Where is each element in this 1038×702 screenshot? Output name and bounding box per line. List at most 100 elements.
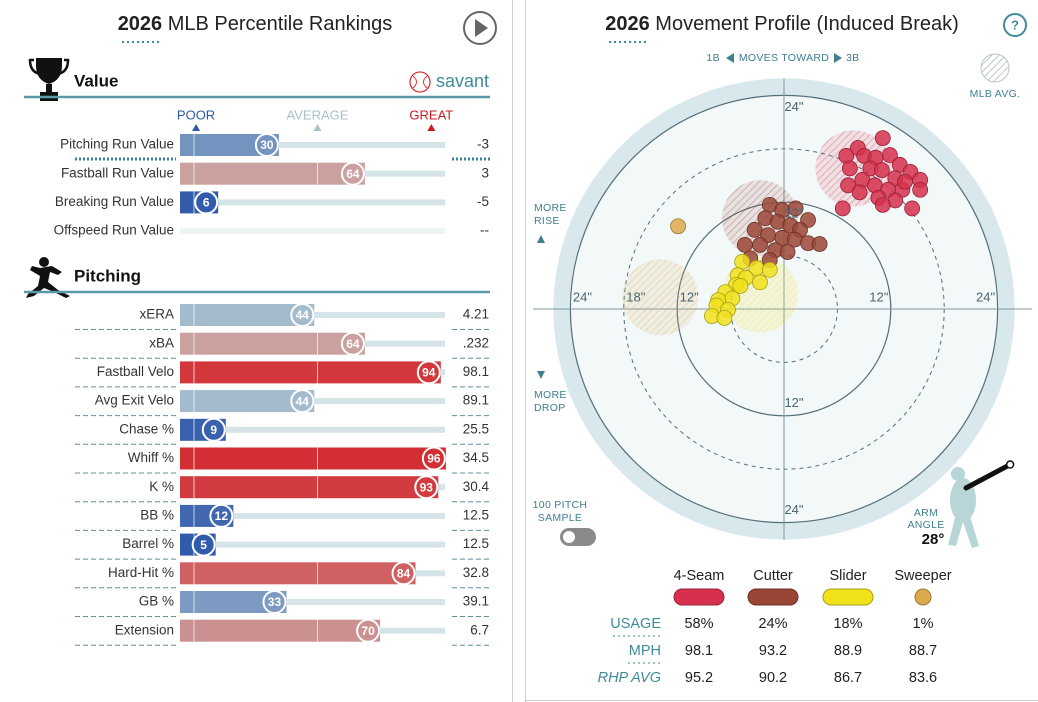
percentile-label: 30 <box>260 138 274 152</box>
pitch-rhp-avg: 83.6 <box>909 670 937 686</box>
arm-figure <box>950 478 976 522</box>
direction-label: 1B <box>707 52 720 64</box>
rise-arrow <box>537 235 545 243</box>
metric-label: Barrel % <box>122 536 174 551</box>
percentile-bar <box>180 134 279 156</box>
metric-value: 4.21 <box>463 307 489 322</box>
legend-label: MLB AVG. <box>970 88 1021 100</box>
percentile-bar <box>180 562 416 585</box>
metric-label: xBA <box>149 335 174 350</box>
pitch-point <box>874 162 890 179</box>
arm-angle-title: ANGLE <box>907 519 944 531</box>
percentile-label: 96 <box>427 452 441 466</box>
percentile-label: 70 <box>361 624 375 638</box>
percentile-bar <box>180 619 381 642</box>
percentile-track <box>180 199 445 206</box>
pitcher-icon <box>26 257 70 298</box>
row-label: USAGE <box>610 616 661 632</box>
toggle-knob[interactable] <box>563 531 575 543</box>
metric-value: 98.1 <box>463 364 489 379</box>
ring-label: 18" <box>626 289 645 304</box>
percentile-label: 12 <box>215 509 229 523</box>
percentile-badge <box>340 331 365 356</box>
pitch-point <box>752 274 768 291</box>
pitch-point <box>779 244 796 260</box>
metric-value: -3 <box>477 137 489 152</box>
direction-label: 3B <box>846 52 859 64</box>
trophy-stem <box>46 84 52 92</box>
scale-label: POOR <box>177 107 215 122</box>
percentile-badge <box>416 360 441 385</box>
pitch-point <box>732 277 749 294</box>
ring-label: 12" <box>680 289 699 304</box>
pitch-swatch <box>822 588 874 606</box>
percentile-label: 84 <box>397 566 411 580</box>
help-button[interactable] <box>1003 13 1027 37</box>
percentile-badge <box>290 303 315 327</box>
percentile-badge <box>262 590 287 614</box>
section-heading: Value <box>74 71 118 90</box>
percentile-track <box>180 142 445 148</box>
metric-value: -5 <box>477 194 489 209</box>
percentile-bar <box>180 332 365 355</box>
scale-label: AVERAGE <box>287 107 349 122</box>
play-icon[interactable] <box>475 19 488 37</box>
percentile-bar <box>180 390 315 413</box>
metric-value: 6.7 <box>470 622 489 637</box>
percentile-label: 9 <box>210 423 217 437</box>
scale-marker <box>427 124 436 131</box>
pitch-usage: 1% <box>913 616 934 632</box>
axis-note: RISE <box>534 215 560 227</box>
direction-label: MOVES TOWARD <box>739 52 829 64</box>
metric-label: Pitching Run Value <box>60 137 174 152</box>
pitch-mph: 98.1 <box>685 643 713 659</box>
title-year: 2026 <box>605 13 650 35</box>
percentile-label: 93 <box>420 480 434 494</box>
ring-label: 12" <box>784 206 803 221</box>
percentile-bar <box>180 476 439 499</box>
ring-label: 24" <box>573 289 592 304</box>
metric-label: Whiff % <box>128 450 174 465</box>
metric-label: Fastball Velo <box>97 364 174 379</box>
metric-label: Fastball Run Value <box>61 165 174 180</box>
percentile-badge <box>191 532 216 557</box>
pitch-point <box>834 200 851 217</box>
percentile-label: 33 <box>268 595 282 609</box>
mlb-average <box>622 259 699 336</box>
direction-arrow <box>726 53 734 63</box>
percentile-badge <box>391 561 416 586</box>
metric-value: 89.1 <box>463 393 489 408</box>
percentile-track <box>180 599 445 605</box>
pitch-usage: 58% <box>684 616 713 632</box>
help-icon[interactable]: ? <box>1011 17 1019 32</box>
pitch-rhp-avg: 95.2 <box>685 670 713 686</box>
metric-value: 12.5 <box>463 536 489 551</box>
metric-value: 30.4 <box>463 479 490 494</box>
metric-label: GB % <box>139 594 174 609</box>
ring-label: 24" <box>976 289 995 304</box>
axis-note: MORE <box>534 202 567 214</box>
percentile-label: 6 <box>203 196 210 210</box>
sample-toggle[interactable] <box>560 528 596 546</box>
savant-logo[interactable]: savant <box>436 71 489 91</box>
percentile-bar <box>180 591 287 613</box>
percentile-bar <box>180 447 446 470</box>
pitch-point <box>904 200 921 217</box>
metric-label: Hard-Hit % <box>108 565 174 580</box>
arm-angle-tip <box>1005 460 1015 469</box>
metric-label: K % <box>149 479 174 494</box>
ring-label: 24" <box>784 99 803 114</box>
percentile-badge <box>356 618 381 643</box>
percentile-bar <box>180 162 365 185</box>
percentile-badge <box>254 133 279 157</box>
percentile-track <box>180 512 445 519</box>
pitch-point <box>736 237 753 253</box>
percentile-label: 94 <box>422 366 436 380</box>
pitch-swatch <box>673 588 725 606</box>
play-button[interactable] <box>463 11 497 45</box>
percentile-track <box>180 426 445 433</box>
pitch-point <box>787 200 804 217</box>
arm-angle-title: ARM <box>914 507 938 519</box>
legend-swatch <box>980 53 1010 83</box>
section-heading: Pitching <box>74 266 141 285</box>
